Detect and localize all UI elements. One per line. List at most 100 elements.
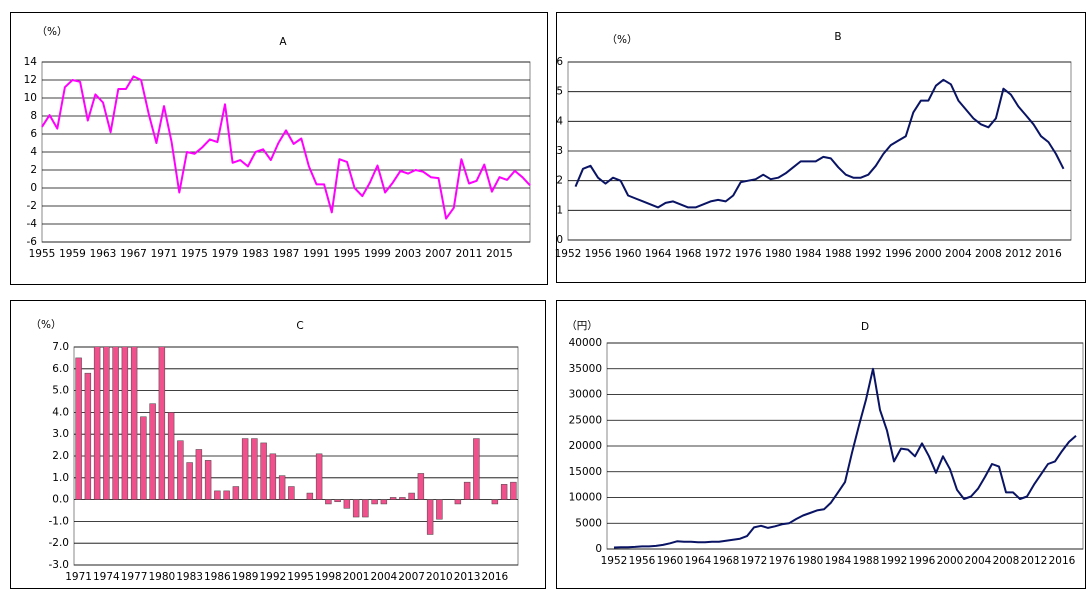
bar: [167, 412, 175, 500]
x-tick-label: 2012: [1005, 248, 1032, 260]
x-tick-label: 2008: [993, 555, 1020, 567]
bar: [223, 490, 230, 500]
x-tick-label: 1960: [615, 248, 642, 260]
y-tick-label: 4: [30, 146, 37, 158]
x-tick-label: 1986: [204, 571, 231, 583]
x-tick-label: 1972: [741, 555, 768, 567]
x-tick-label: 1976: [735, 248, 762, 260]
x-tick-label: 2000: [915, 248, 942, 260]
x-tick-label: 2004: [965, 555, 992, 567]
bar: [500, 484, 508, 500]
bar: [436, 499, 443, 520]
bar: [426, 499, 434, 535]
bar: [510, 481, 517, 500]
y-tick-label: -2.0: [49, 537, 70, 549]
x-tick-label: 2015: [486, 248, 513, 260]
bar: [325, 499, 332, 505]
x-tick-label: 2016: [482, 571, 509, 583]
x-tick-label: 1992: [855, 248, 882, 260]
y-tick-label: 14: [24, 56, 38, 68]
bar: [352, 499, 360, 518]
bar: [140, 416, 147, 500]
y-tick-label: 1: [556, 204, 563, 216]
bar: [269, 453, 277, 500]
y-tick-label: 2.0: [52, 450, 69, 462]
bar: [214, 490, 221, 500]
bar: [195, 449, 203, 500]
data-line: [41, 75, 531, 220]
y-axis-label: （円）: [566, 320, 598, 332]
x-tick-label: 1971: [151, 248, 178, 260]
x-tick-label: 1952: [555, 248, 582, 260]
x-tick-label: 1968: [675, 248, 702, 260]
bar: [93, 347, 101, 500]
x-tick-label: 2001: [343, 571, 370, 583]
x-tick-label: 1992: [881, 555, 908, 567]
x-tick-label: 2013: [454, 571, 481, 583]
bar: [177, 440, 184, 500]
x-tick-label: 2000: [937, 555, 964, 567]
bar: [389, 497, 397, 500]
y-tick-label: 0.0: [52, 494, 69, 506]
bar: [463, 481, 471, 500]
x-tick-label: 1995: [287, 571, 314, 583]
y-tick-label: 35000: [569, 363, 602, 375]
bar: [315, 453, 323, 500]
bar: [408, 492, 415, 500]
x-tick-label: 2008: [975, 248, 1002, 260]
y-tick-label: -3.0: [49, 559, 70, 571]
x-tick-label: 1952: [601, 555, 628, 567]
y-tick-label: 7.0: [52, 341, 69, 353]
bar: [186, 462, 193, 500]
bar: [288, 486, 295, 500]
x-tick-label: 1992: [260, 571, 287, 583]
bar: [417, 473, 425, 500]
y-axis-label: （%）: [607, 34, 638, 46]
x-tick-label: 1984: [825, 555, 852, 567]
y-tick-label: 12: [24, 74, 37, 86]
y-tick-label: 5000: [575, 517, 602, 529]
x-tick-label: 2003: [395, 248, 422, 260]
bar: [130, 347, 138, 500]
x-tick-label: 1983: [242, 248, 269, 260]
bar: [204, 460, 212, 500]
data-line: [613, 367, 1077, 549]
x-tick-label: 1979: [212, 248, 239, 260]
y-tick-label: -2: [27, 200, 37, 212]
x-tick-label: 1996: [885, 248, 912, 260]
bar: [149, 403, 156, 500]
x-tick-label: 1971: [65, 571, 92, 583]
bars: [75, 347, 517, 535]
chart-title: B: [834, 31, 841, 43]
y-tick-label: 3.0: [52, 428, 69, 440]
bar: [75, 357, 82, 500]
y-tick-label: 20000: [569, 440, 602, 452]
x-tick-label: 1989: [232, 571, 259, 583]
data-line: [574, 78, 1065, 209]
x-tick-label: 1984: [795, 248, 822, 260]
bar: [473, 438, 480, 500]
y-tick-label: 10000: [569, 492, 602, 504]
y-tick-label: 0: [30, 182, 37, 194]
x-tick-label: 2007: [425, 248, 452, 260]
x-tick-label: 2007: [398, 571, 425, 583]
panel: [556, 12, 1086, 283]
y-tick-label: 0: [556, 234, 563, 246]
x-tick-label: 2004: [371, 571, 398, 583]
bar: [84, 372, 92, 500]
x-tick-label: 2010: [426, 571, 453, 583]
x-tick-label: 1980: [149, 571, 176, 583]
x-tick-label: 1964: [645, 248, 672, 260]
x-tick-label: 1991: [303, 248, 330, 260]
chart-title: C: [296, 320, 303, 332]
x-tick-label: 1980: [765, 248, 792, 260]
y-tick-label: 0: [595, 543, 602, 555]
x-tick-label: 1996: [909, 555, 936, 567]
bar: [260, 442, 267, 500]
x-tick-label: 1967: [120, 248, 147, 260]
x-tick-label: 1959: [59, 248, 86, 260]
bar: [491, 499, 499, 505]
panel: [556, 300, 1086, 589]
bar: [454, 499, 462, 505]
